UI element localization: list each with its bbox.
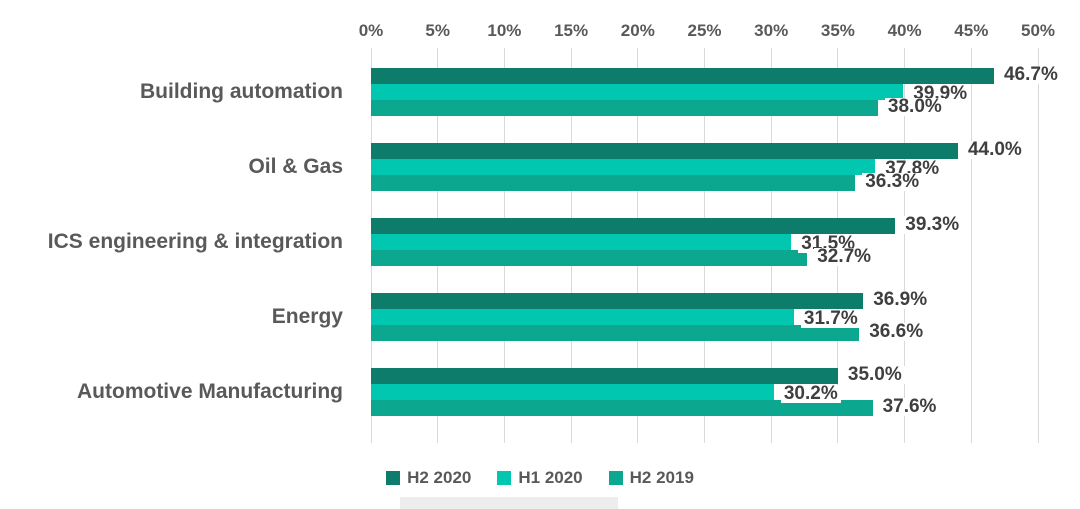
bar-h1-2020 bbox=[371, 84, 904, 100]
category-label-energy: Energy bbox=[271, 305, 343, 328]
bar-value-label: 31.7% bbox=[800, 309, 861, 328]
legend-swatch-icon bbox=[386, 471, 401, 485]
legend-swatch-icon bbox=[497, 471, 512, 485]
plot-area: 46.7% 39.9% 38.0% 44.0% 37.8% 36.3% 39.3% 31.5%… bbox=[370, 48, 1061, 443]
x-axis-tick-label: 10% bbox=[487, 21, 522, 40]
bar-value-label: 30.2% bbox=[780, 384, 841, 403]
bar-value-label: 36.9% bbox=[870, 290, 931, 309]
legend-label: H2 2019 bbox=[629, 468, 694, 487]
x-axis-tick-label: 35% bbox=[820, 21, 855, 40]
bar-value-label: 39.3% bbox=[902, 215, 963, 234]
x-axis-tick-label: 20% bbox=[620, 21, 655, 40]
bar-group-oil-gas: 44.0% 37.8% 36.3% bbox=[371, 140, 1038, 191]
bar-h2-2020 bbox=[371, 293, 864, 309]
bar-value-label: 46.7% bbox=[1000, 65, 1061, 84]
legend-item-h2-2020: H2 2020 bbox=[386, 468, 471, 488]
gridline bbox=[904, 48, 906, 443]
x-axis-tick-label: 30% bbox=[754, 21, 789, 40]
bar-h1-2020 bbox=[371, 384, 774, 400]
bar-value-label: 35.0% bbox=[844, 365, 905, 384]
gridline bbox=[970, 48, 972, 443]
background-artifact bbox=[400, 497, 618, 509]
bar-value-label: 44.0% bbox=[964, 140, 1025, 159]
bar-group-building-automation: 46.7% 39.9% 38.0% bbox=[371, 65, 1061, 116]
category-label-building-automation: Building automation bbox=[140, 80, 343, 103]
category-label-oil-gas: Oil & Gas bbox=[248, 155, 343, 178]
x-axis-tick-label: 45% bbox=[954, 21, 989, 40]
bar-value-label: 38.0% bbox=[884, 97, 945, 116]
bar-h2-2019 bbox=[371, 175, 856, 191]
bar-h2-2019 bbox=[371, 100, 878, 116]
legend-label: H1 2020 bbox=[518, 468, 583, 487]
bar-h2-2019 bbox=[371, 250, 808, 266]
bar-value-label: 32.7% bbox=[814, 247, 875, 266]
bar-value-label: 36.6% bbox=[866, 322, 927, 341]
bar-group-energy: 36.9% 31.7% 36.6% bbox=[371, 290, 1038, 341]
bar-h1-2020 bbox=[371, 234, 792, 250]
legend-item-h1-2020: H1 2020 bbox=[497, 468, 583, 488]
bar-h2-2019 bbox=[371, 325, 860, 341]
legend: H2 2020 H1 2020 H2 2019 bbox=[0, 464, 1080, 492]
bar-h2-2019 bbox=[371, 400, 873, 416]
bar-group-automotive-manufacturing: 35.0% 30.2% 37.6% bbox=[371, 365, 1038, 416]
x-axis-tick-label: 5% bbox=[425, 21, 450, 40]
bar-value-label: 36.3% bbox=[862, 172, 923, 191]
bar-h1-2020 bbox=[371, 159, 876, 175]
x-axis-tick-label: 25% bbox=[687, 21, 722, 40]
x-axis-tick-label: 50% bbox=[1020, 21, 1056, 40]
category-label-automotive-manufacturing: Automotive Manufacturing bbox=[77, 380, 343, 403]
bar-h2-2020 bbox=[371, 218, 896, 234]
category-label-ics-engineering-integration: ICS engineering & integration bbox=[47, 230, 343, 253]
legend-label: H2 2020 bbox=[407, 468, 472, 487]
bar-group-ics-engineering-integration: 39.3% 31.5% 32.7% bbox=[371, 215, 1038, 266]
x-axis-tick-label: 40% bbox=[887, 21, 922, 40]
bar-h2-2020 bbox=[371, 68, 994, 84]
legend-swatch-icon bbox=[608, 471, 623, 485]
bar-h2-2020 bbox=[371, 143, 958, 159]
bar-h1-2020 bbox=[371, 309, 794, 325]
x-axis: 0% 5% 10% 15% 20% 25% 30% 35% 40% 45% 50% bbox=[359, 0, 1055, 48]
x-axis-tick-label: 15% bbox=[554, 21, 589, 40]
x-axis-tick-label: 0% bbox=[358, 21, 384, 40]
bar-h2-2020 bbox=[371, 368, 838, 384]
bar-value-label: 37.6% bbox=[879, 397, 940, 416]
legend-item-h2-2019: H2 2019 bbox=[608, 468, 694, 488]
gridline bbox=[1037, 48, 1039, 443]
